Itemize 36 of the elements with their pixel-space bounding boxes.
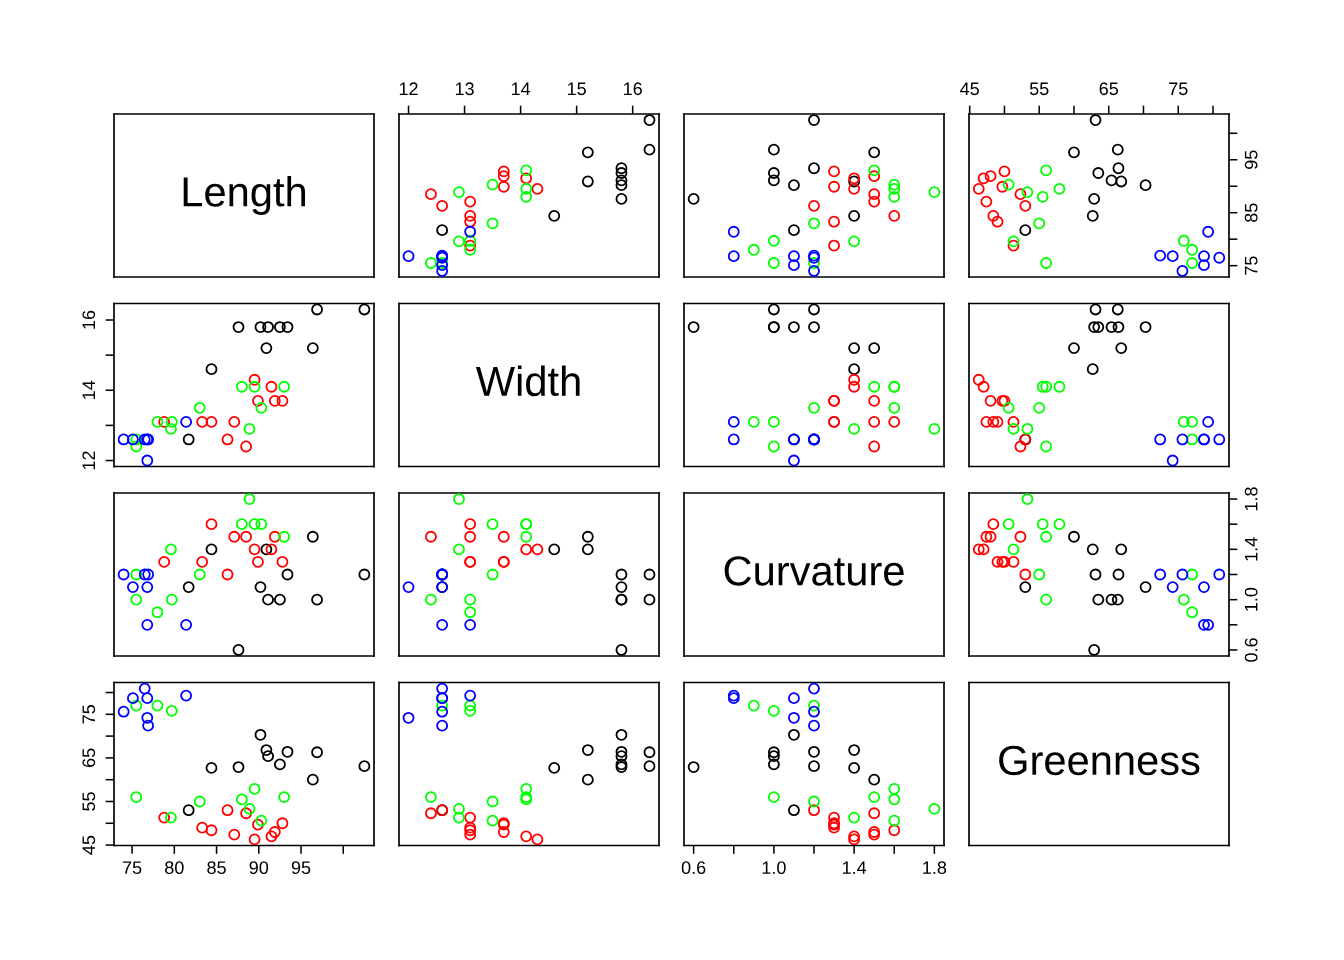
y-tick-label: 65 [82, 748, 96, 768]
x-tick-label: 65 [1099, 82, 1119, 96]
text: Width [475, 365, 580, 397]
y-tick-label: 95 [1244, 150, 1258, 169]
x-tick-label: 15 [567, 82, 586, 96]
x-tick-label: 0.6 [681, 861, 706, 875]
x-tick-label: 1.0 [762, 861, 786, 875]
y-tick-label: 75 [82, 705, 96, 724]
x-tick-label: 80 [165, 861, 184, 875]
y-tick-label: 14 [82, 380, 95, 399]
x-tick-label: 1.8 [923, 861, 947, 875]
text: Curvature [724, 556, 904, 586]
x-tick-label: 16 [624, 82, 642, 96]
x-tick-label: 13 [455, 82, 474, 96]
x-tick-label: 95 [291, 861, 311, 875]
x-tick-label: 75 [122, 861, 142, 875]
y-tick-label: 1.4 [1244, 537, 1258, 561]
text: Length [183, 176, 306, 215]
y-tick-label: 0.6 [1244, 638, 1258, 662]
x-tick-label: 55 [1029, 82, 1049, 96]
y-tick-label: 12 [82, 451, 95, 470]
y-tick-label: 1.0 [1244, 587, 1258, 611]
y-tick-label: 16 [82, 310, 96, 329]
y-tick-label: 75 [1244, 256, 1258, 275]
x-tick-label: 12 [399, 82, 418, 95]
x-tick-label: 85 [207, 861, 226, 875]
x-tick-label: 90 [249, 861, 269, 875]
y-tick-label: 85 [1244, 203, 1258, 222]
y-tick-label: 55 [82, 792, 96, 811]
x-tick-label: 14 [511, 82, 531, 95]
y-tick-label: 45 [82, 835, 96, 855]
text: Greenness [999, 745, 1200, 776]
x-tick-label: 45 [960, 82, 979, 96]
y-tick-label: 1.8 [1244, 487, 1258, 511]
x-tick-label: 75 [1169, 82, 1188, 96]
x-tick-label: 1.4 [842, 861, 867, 874]
